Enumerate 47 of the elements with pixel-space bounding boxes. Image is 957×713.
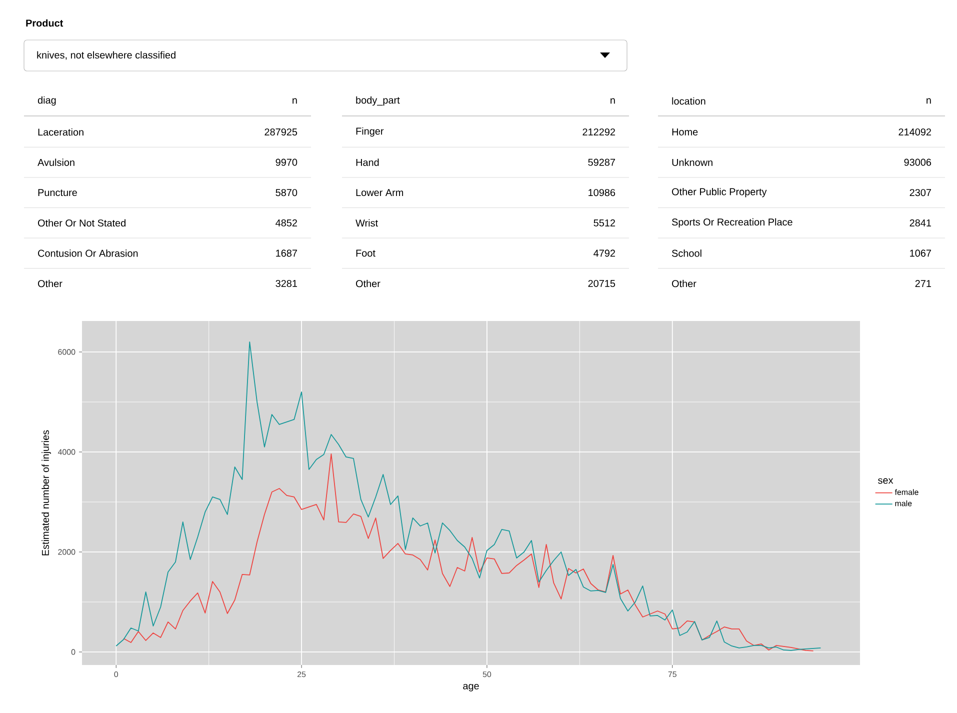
data-label: 2841 [910, 219, 931, 226]
data-label: 59287 [588, 158, 615, 166]
text: location [672, 97, 706, 105]
data-label: 10986 [588, 189, 616, 196]
category-label: Hand [356, 158, 379, 166]
data-label: 214092 [898, 128, 931, 136]
data-label: 93006 [904, 158, 932, 166]
category-label: Lower Arm [356, 189, 404, 196]
data-label: 1687 [276, 250, 297, 257]
category-label: Contusion Or Abrasion [38, 250, 138, 257]
x-axis-title: age [463, 684, 479, 692]
data-label: 3281 [276, 280, 298, 288]
data-label: 4852 [276, 219, 297, 226]
text: Product [26, 19, 64, 27]
category-label: Unknown [672, 158, 712, 166]
data-label: 271 [915, 280, 931, 287]
category-label: Other [672, 280, 696, 288]
data-label: 4792 [594, 250, 615, 257]
category-label: Puncture [38, 189, 77, 196]
text: knives, not elsewhere classified [37, 51, 176, 60]
category-label: Other [356, 280, 380, 288]
category-label: Wrist [356, 219, 378, 227]
text: n [292, 98, 297, 104]
category-label: Other [38, 280, 62, 288]
text: diag [38, 96, 56, 106]
data-label: 20715 [588, 280, 616, 288]
data-label: 9970 [276, 158, 298, 166]
y-axis-title: Estimated number of injuries [42, 430, 51, 556]
category-label: Laceration [38, 128, 84, 136]
data-label: 287925 [264, 128, 298, 136]
category-label: Other Or Not Stated [38, 219, 126, 227]
category-label: Finger [356, 127, 384, 137]
legend-title: sex [878, 478, 894, 484]
text: n [610, 98, 615, 104]
category-label: Sports Or Recreation Place [672, 218, 792, 228]
data-label: 2307 [910, 189, 931, 196]
data-label: 212292 [582, 128, 615, 136]
text: n [926, 98, 931, 104]
category-label: School [672, 250, 702, 257]
category-label: Avulsion [38, 158, 74, 166]
text: body_part [356, 96, 400, 106]
category-label: Foot [356, 250, 376, 257]
category-label: Other Public Property [672, 188, 767, 198]
data-label: 1067 [910, 250, 931, 257]
data-label: 5870 [276, 189, 298, 196]
data-label: 5512 [594, 219, 615, 226]
category-label: Home [672, 128, 698, 136]
